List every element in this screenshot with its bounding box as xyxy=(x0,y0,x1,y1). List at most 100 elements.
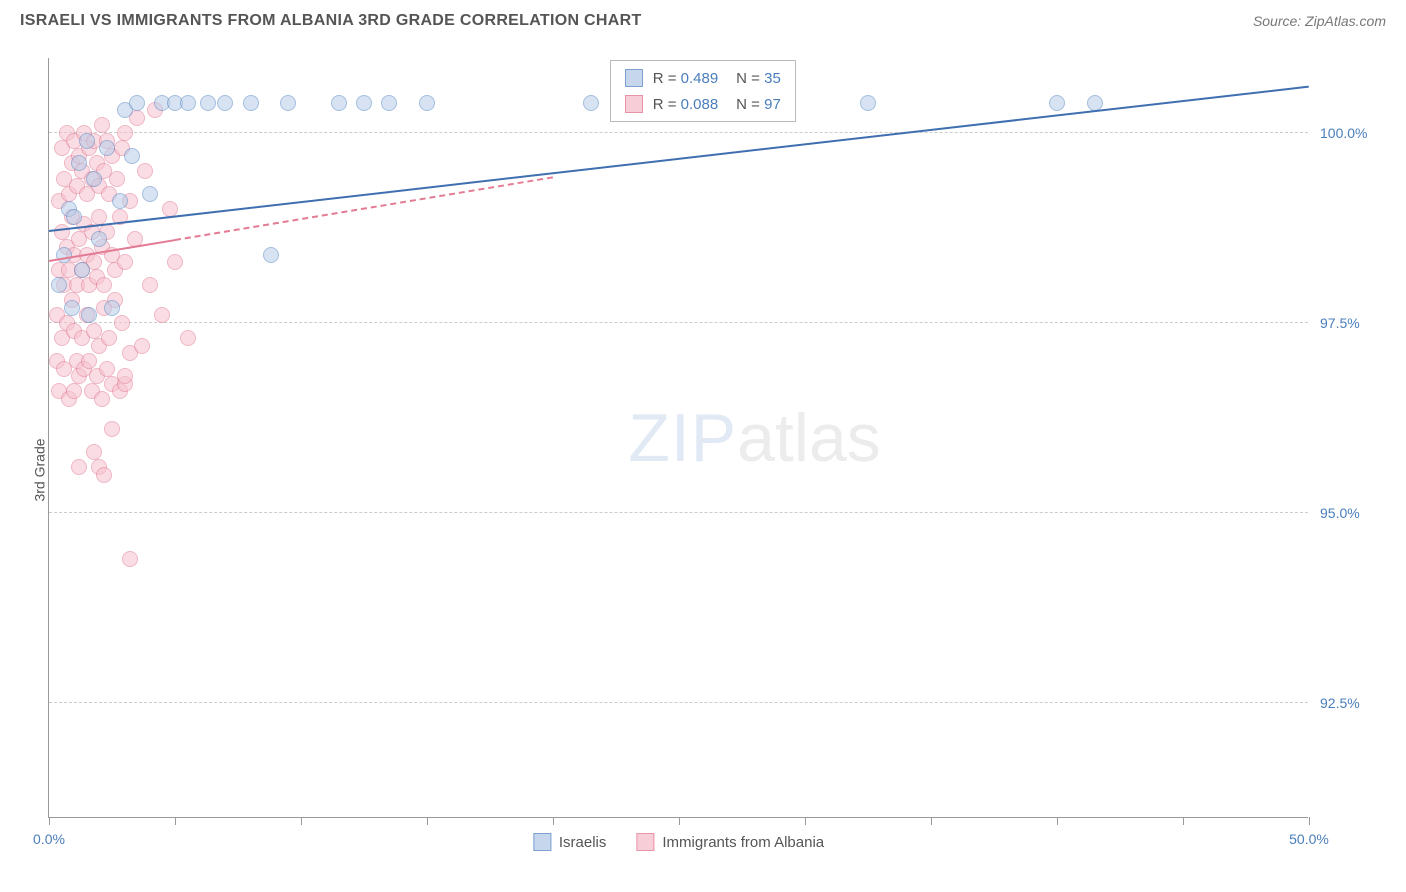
header: ISRAELI VS IMMIGRANTS FROM ALBANIA 3RD G… xyxy=(0,0,1406,36)
x-tick xyxy=(301,817,302,825)
legend-swatch xyxy=(625,69,643,87)
scatter-point-israelis xyxy=(104,300,120,316)
scatter-point-albania xyxy=(114,315,130,331)
scatter-point-israelis xyxy=(419,95,435,111)
source-attribution: Source: ZipAtlas.com xyxy=(1253,13,1386,29)
series-legend: Israelis Immigrants from Albania xyxy=(533,833,824,851)
scatter-point-israelis xyxy=(381,95,397,111)
x-tick xyxy=(1057,817,1058,825)
scatter-point-israelis xyxy=(74,262,90,278)
legend-n-label: N = 35 xyxy=(736,70,781,87)
scatter-point-israelis xyxy=(200,95,216,111)
x-tick xyxy=(931,817,932,825)
correlation-legend: R = 0.489 N = 35 R = 0.088 N = 97 xyxy=(610,60,796,122)
scatter-point-albania xyxy=(134,338,150,354)
y-tick-label: 100.0% xyxy=(1320,125,1390,141)
scatter-point-israelis xyxy=(86,171,102,187)
scatter-point-albania xyxy=(99,361,115,377)
scatter-point-albania xyxy=(167,254,183,270)
scatter-point-albania xyxy=(96,277,112,293)
legend-n-label: N = 97 xyxy=(736,96,781,113)
scatter-point-albania xyxy=(96,467,112,483)
scatter-point-israelis xyxy=(180,95,196,111)
y-tick-label: 95.0% xyxy=(1320,505,1390,521)
scatter-point-albania xyxy=(154,307,170,323)
scatter-point-albania xyxy=(122,551,138,567)
scatter-point-israelis xyxy=(356,95,372,111)
x-tick xyxy=(49,817,50,825)
gridline xyxy=(49,322,1308,323)
scatter-point-israelis xyxy=(129,95,145,111)
scatter-point-albania xyxy=(54,224,70,240)
scatter-point-albania xyxy=(117,254,133,270)
x-tick xyxy=(1309,817,1310,825)
scatter-point-albania xyxy=(109,171,125,187)
scatter-point-israelis xyxy=(243,95,259,111)
gridline xyxy=(49,132,1308,133)
scatter-point-israelis xyxy=(64,300,80,316)
legend-r-label: R = 0.088 xyxy=(653,96,718,113)
legend-row-albania: R = 0.088 N = 97 xyxy=(611,91,795,117)
legend-row-israelis: R = 0.489 N = 35 xyxy=(611,65,795,91)
scatter-point-israelis xyxy=(51,277,67,293)
scatter-point-albania xyxy=(101,330,117,346)
scatter-point-albania xyxy=(86,444,102,460)
legend-swatch xyxy=(533,833,551,851)
x-tick xyxy=(175,817,176,825)
scatter-point-albania xyxy=(137,163,153,179)
scatter-point-israelis xyxy=(860,95,876,111)
x-tick-label: 0.0% xyxy=(33,831,65,847)
legend-label: Israelis xyxy=(559,834,607,851)
x-tick-label: 50.0% xyxy=(1289,831,1329,847)
plot-area: ZIPatlas 92.5%95.0%97.5%100.0%0.0%50.0%R… xyxy=(48,58,1308,818)
scatter-point-israelis xyxy=(217,95,233,111)
x-tick xyxy=(427,817,428,825)
scatter-point-israelis xyxy=(280,95,296,111)
scatter-point-israelis xyxy=(112,193,128,209)
scatter-point-albania xyxy=(180,330,196,346)
scatter-point-israelis xyxy=(583,95,599,111)
scatter-point-israelis xyxy=(81,307,97,323)
watermark-atlas: atlas xyxy=(737,400,881,476)
scatter-point-albania xyxy=(94,391,110,407)
scatter-point-albania xyxy=(142,277,158,293)
scatter-point-israelis xyxy=(124,148,140,164)
scatter-point-albania xyxy=(117,125,133,141)
scatter-point-israelis xyxy=(71,155,87,171)
watermark: ZIPatlas xyxy=(628,399,880,477)
y-axis-label: 3rd Grade xyxy=(32,438,48,501)
scatter-point-israelis xyxy=(99,140,115,156)
chart-title: ISRAELI VS IMMIGRANTS FROM ALBANIA 3RD G… xyxy=(20,12,642,30)
legend-item-albania: Immigrants from Albania xyxy=(636,833,824,851)
x-tick xyxy=(805,817,806,825)
scatter-point-israelis xyxy=(1049,95,1065,111)
legend-swatch xyxy=(625,95,643,113)
scatter-point-israelis xyxy=(142,186,158,202)
scatter-point-israelis xyxy=(66,209,82,225)
y-tick-label: 97.5% xyxy=(1320,315,1390,331)
scatter-point-israelis xyxy=(263,247,279,263)
scatter-point-albania xyxy=(117,368,133,384)
scatter-point-israelis xyxy=(1087,95,1103,111)
scatter-point-albania xyxy=(91,209,107,225)
scatter-point-israelis xyxy=(91,231,107,247)
x-tick xyxy=(553,817,554,825)
scatter-point-albania xyxy=(66,383,82,399)
chart-container: 3rd Grade ZIPatlas 92.5%95.0%97.5%100.0%… xyxy=(0,48,1406,892)
scatter-point-albania xyxy=(71,459,87,475)
gridline xyxy=(49,512,1308,513)
legend-label: Immigrants from Albania xyxy=(662,834,824,851)
legend-r-label: R = 0.489 xyxy=(653,70,718,87)
watermark-zip: ZIP xyxy=(628,400,737,476)
scatter-point-albania xyxy=(104,421,120,437)
scatter-point-albania xyxy=(81,353,97,369)
scatter-point-israelis xyxy=(331,95,347,111)
legend-item-israelis: Israelis xyxy=(533,833,607,851)
gridline xyxy=(49,702,1308,703)
x-tick xyxy=(679,817,680,825)
scatter-point-israelis xyxy=(79,133,95,149)
x-tick xyxy=(1183,817,1184,825)
scatter-point-albania xyxy=(94,117,110,133)
scatter-point-albania xyxy=(86,323,102,339)
y-tick-label: 92.5% xyxy=(1320,695,1390,711)
